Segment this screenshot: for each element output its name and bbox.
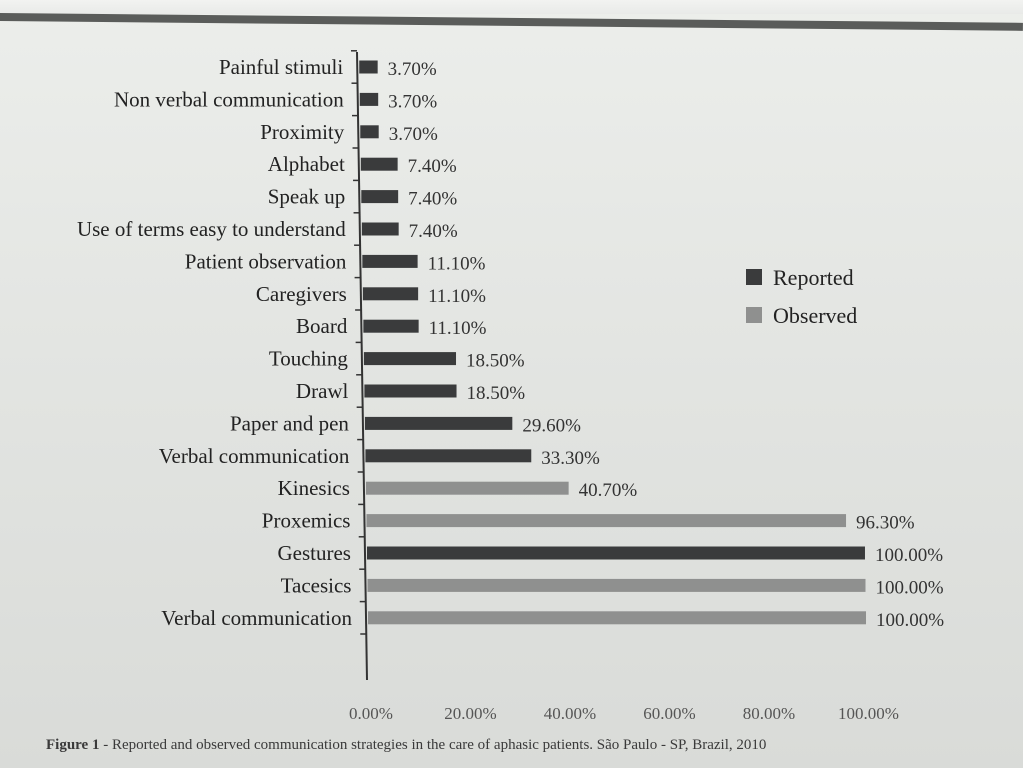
category-label: Painful stimuli bbox=[219, 55, 343, 79]
bar bbox=[360, 125, 379, 139]
category-label: Caregivers bbox=[256, 282, 347, 306]
caption-text: - Reported and observed communication st… bbox=[99, 737, 767, 753]
category-label: Speak up bbox=[268, 185, 346, 209]
data-label: 100.00% bbox=[875, 577, 943, 598]
category-label: Use of terms easy to understand bbox=[77, 217, 346, 241]
data-label: 11.10% bbox=[428, 286, 486, 307]
caption-label: Figure 1 bbox=[46, 737, 100, 753]
data-label: 11.10% bbox=[428, 253, 486, 274]
x-tick-label: 80.00% bbox=[743, 704, 795, 723]
x-tick-label: 0.00% bbox=[349, 704, 393, 723]
data-label: 3.70% bbox=[388, 91, 437, 112]
bar bbox=[361, 222, 399, 236]
data-label: 96.30% bbox=[856, 513, 915, 534]
category-label: Verbal communication bbox=[159, 444, 350, 468]
x-tick-label: 40.00% bbox=[544, 704, 596, 723]
category-label: Gestures bbox=[277, 541, 350, 565]
bar bbox=[365, 481, 569, 495]
bar bbox=[363, 352, 457, 366]
bar bbox=[362, 254, 418, 268]
bar bbox=[362, 287, 419, 301]
page-top-edge bbox=[0, 0, 1023, 14]
data-label: 33.30% bbox=[541, 448, 600, 469]
legend-swatch bbox=[746, 307, 762, 323]
bar bbox=[366, 546, 865, 560]
data-label: 11.10% bbox=[429, 318, 487, 339]
data-label: 18.50% bbox=[466, 351, 525, 372]
x-tick-label: 100.00% bbox=[838, 704, 899, 723]
bar bbox=[363, 319, 419, 333]
bar bbox=[359, 92, 379, 106]
legend-swatch bbox=[746, 269, 762, 285]
data-label: 100.00% bbox=[875, 545, 943, 566]
data-label: 40.70% bbox=[579, 480, 638, 501]
data-label: 18.50% bbox=[467, 383, 526, 404]
category-label: Proximity bbox=[260, 120, 345, 144]
legend-label: Reported bbox=[773, 265, 854, 290]
bar-chart: Painful stimuli 3.70% Non verbal communica… bbox=[77, 50, 944, 723]
category-label: Proxemics bbox=[262, 509, 351, 533]
bar bbox=[364, 384, 457, 398]
y-axis-line bbox=[356, 51, 368, 681]
data-label: 3.70% bbox=[389, 124, 438, 145]
bar bbox=[361, 190, 399, 204]
category-label: Drawl bbox=[296, 379, 349, 403]
category-label: Alphabet bbox=[268, 152, 345, 176]
category-label: Patient observation bbox=[185, 249, 347, 273]
category-label: Kinesics bbox=[278, 476, 350, 500]
data-label: 7.40% bbox=[409, 221, 458, 242]
bar bbox=[364, 416, 513, 430]
bar bbox=[359, 60, 378, 74]
data-label: 3.70% bbox=[388, 59, 437, 80]
bar bbox=[366, 514, 847, 528]
category-label: Touching bbox=[269, 347, 349, 371]
data-label: 7.40% bbox=[408, 189, 457, 210]
data-label: 7.40% bbox=[408, 156, 457, 177]
figure-caption: Figure 1 - Reported and observed communi… bbox=[46, 737, 1006, 754]
bar bbox=[365, 449, 532, 463]
x-tick-label: 60.00% bbox=[643, 704, 695, 723]
category-label: Non verbal communication bbox=[114, 87, 344, 111]
category-label: Tacesics bbox=[281, 573, 352, 597]
bar bbox=[368, 611, 867, 625]
category-label: Board bbox=[296, 314, 348, 338]
legend-label: Observed bbox=[773, 303, 857, 328]
category-label: Verbal communication bbox=[161, 606, 352, 630]
data-label: 100.00% bbox=[876, 610, 944, 631]
data-label: 29.60% bbox=[522, 415, 581, 436]
bar bbox=[360, 157, 398, 171]
bar bbox=[367, 578, 866, 592]
category-label: Paper and pen bbox=[230, 411, 349, 435]
x-tick-label: 20.00% bbox=[444, 704, 496, 723]
